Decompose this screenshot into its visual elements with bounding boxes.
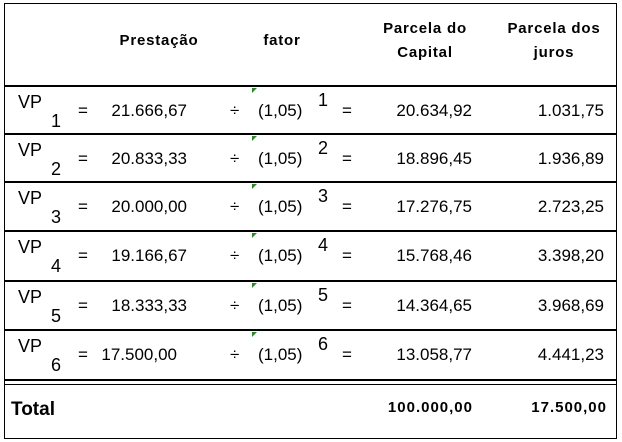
- header-juros: Parcela dos juros: [494, 17, 614, 65]
- equals-sign: =: [78, 101, 88, 120]
- prestacao-value: 17.500,00: [101, 345, 177, 364]
- prestacao-value: 21.666,67: [111, 101, 187, 120]
- equals-sign: =: [78, 197, 88, 216]
- juros-value: 1.936,89: [537, 149, 604, 168]
- row-divider: [4, 329, 617, 331]
- divide-sign: ÷: [230, 197, 240, 216]
- total-juros: 17.500,00: [531, 399, 607, 416]
- equals-sign: =: [342, 101, 352, 120]
- header-capital-line2: Capital: [397, 44, 453, 61]
- juros-value: 4.441,23: [537, 345, 604, 364]
- vp-index: 1: [51, 111, 62, 131]
- fator-value: (1,05): [258, 345, 303, 364]
- table-row: VP 4 = 19.166,67 ÷ (1,05) 4 = 15.768,46 …: [4, 232, 617, 276]
- fator-value: (1,05): [258, 197, 303, 216]
- total-label: Total: [11, 399, 55, 420]
- equals-sign: =: [78, 149, 88, 168]
- fator-exponent: 2: [318, 138, 329, 158]
- vp-label: VP: [18, 188, 43, 208]
- equals-sign: =: [342, 197, 352, 216]
- juros-value: 2.723,25: [537, 197, 604, 216]
- cell-comment-marker-icon: [252, 184, 257, 189]
- vp-label: VP: [18, 92, 43, 112]
- prestacao-value: 18.333,33: [111, 296, 187, 315]
- equals-sign: =: [342, 149, 352, 168]
- capital-value: 20.634,92: [396, 101, 472, 120]
- row-divider: [4, 181, 617, 183]
- header-juros-line1: Parcela dos: [507, 20, 601, 37]
- cell-comment-marker-icon: [252, 88, 257, 93]
- fator-value: (1,05): [258, 101, 303, 120]
- capital-value: 13.058,77: [396, 345, 472, 364]
- fator-exponent: 3: [318, 186, 329, 206]
- table-row: VP 1 = 21.666,67 ÷ (1,05) 1 = 20.634,92 …: [4, 87, 617, 131]
- total-divider-double: [4, 384, 617, 385]
- header-prestacao: Prestação: [119, 32, 199, 49]
- fator-value: (1,05): [258, 149, 303, 168]
- header-juros-line2: juros: [533, 44, 575, 61]
- vp-label: VP: [18, 287, 43, 307]
- capital-value: 14.364,65: [396, 296, 472, 315]
- juros-value: 1.031,75: [537, 101, 604, 120]
- row-divider: [4, 133, 617, 135]
- cell-comment-marker-icon: [252, 332, 257, 337]
- table-row: VP 3 = 20.000,00 ÷ (1,05) 3 = 17.276,75 …: [4, 183, 617, 227]
- equals-sign: =: [342, 296, 352, 315]
- vp-index: 5: [51, 306, 62, 326]
- header-capital: Parcela do Capital: [362, 17, 488, 65]
- table-row: VP 2 = 20.833,33 ÷ (1,05) 2 = 18.896,45 …: [4, 135, 617, 179]
- table-row: VP 6 = 17.500,00 ÷ (1,05) 6 = 13.058,77 …: [4, 331, 617, 375]
- vp-index: 2: [51, 159, 62, 179]
- vp-index: 3: [51, 207, 62, 227]
- fator-exponent: 1: [318, 90, 329, 110]
- vp-index: 6: [51, 355, 62, 375]
- prestacao-value: 20.833,33: [111, 149, 187, 168]
- header-fator: fator: [263, 32, 301, 49]
- vp-label: VP: [18, 237, 43, 257]
- cell-comment-marker-icon: [252, 136, 257, 141]
- capital-value: 18.896,45: [396, 149, 472, 168]
- vp-label: VP: [18, 336, 43, 356]
- divide-sign: ÷: [230, 345, 240, 364]
- fator-exponent: 4: [318, 235, 329, 255]
- vp-index: 4: [51, 256, 62, 276]
- total-divider: [4, 379, 617, 381]
- divide-sign: ÷: [230, 101, 240, 120]
- prestacao-value: 19.166,67: [111, 246, 187, 265]
- juros-value: 3.968,69: [537, 296, 604, 315]
- divide-sign: ÷: [230, 149, 240, 168]
- divide-sign: ÷: [230, 296, 240, 315]
- fator-exponent: 6: [318, 334, 329, 354]
- equals-sign: =: [78, 246, 88, 265]
- cell-comment-marker-icon: [252, 233, 257, 238]
- header-divider: [4, 85, 617, 87]
- row-divider: [4, 280, 617, 282]
- capital-value: 17.276,75: [396, 197, 472, 216]
- equals-sign: =: [342, 246, 352, 265]
- table-row: VP 5 = 18.333,33 ÷ (1,05) 5 = 14.364,65 …: [4, 282, 617, 326]
- prestacao-value: 20.000,00: [111, 197, 187, 216]
- capital-value: 15.768,46: [396, 246, 472, 265]
- fator-value: (1,05): [258, 246, 303, 265]
- fator-value: (1,05): [258, 296, 303, 315]
- fator-exponent: 5: [318, 285, 329, 305]
- divide-sign: ÷: [230, 246, 240, 265]
- equals-sign: =: [78, 296, 88, 315]
- vp-label: VP: [18, 140, 43, 160]
- amortization-table: [4, 3, 617, 439]
- equals-sign: =: [342, 345, 352, 364]
- header-capital-line1: Parcela do: [383, 20, 467, 37]
- total-capital: 100.000,00: [387, 399, 473, 416]
- juros-value: 3.398,20: [537, 246, 604, 265]
- cell-comment-marker-icon: [252, 283, 257, 288]
- row-divider: [4, 230, 617, 232]
- equals-sign: =: [78, 345, 88, 364]
